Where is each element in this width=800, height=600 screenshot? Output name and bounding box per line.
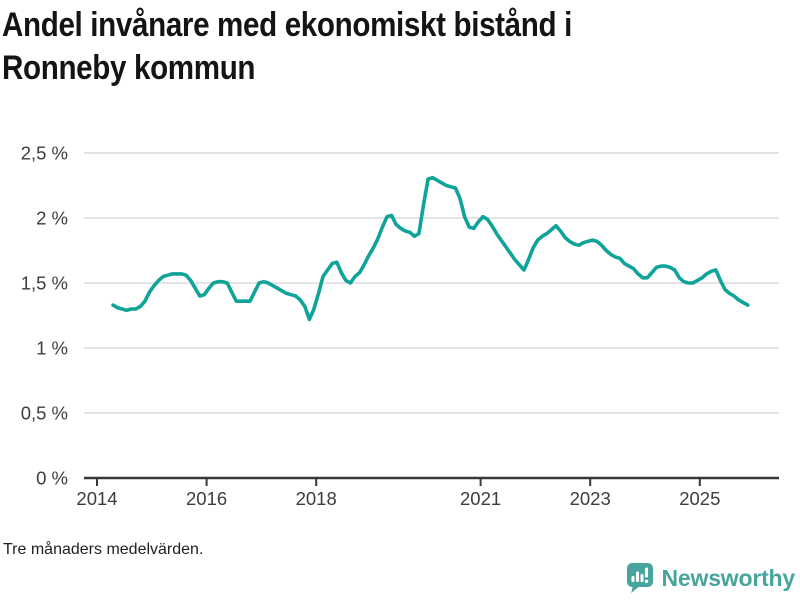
x-tick-label: 2025: [679, 488, 720, 509]
y-tick-label: 1 %: [36, 338, 68, 359]
x-tick-label: 2023: [570, 488, 611, 509]
x-tick-label: 2021: [460, 488, 501, 509]
x-tick-label: 2018: [296, 488, 337, 509]
y-tick-label: 1,5 %: [21, 273, 68, 294]
x-tick-label: 2014: [76, 488, 117, 509]
y-tick-label: 2,5 %: [21, 143, 68, 164]
footnote: Tre månaders medelvärden.: [3, 541, 204, 558]
newsworthy-bubble-barchart-icon: [626, 563, 653, 593]
chart-title-line2: Ronneby kommun: [2, 48, 256, 87]
bar-small: [631, 576, 635, 582]
y-tick-label: 0 %: [36, 468, 68, 489]
exclamation-dot: [644, 579, 648, 583]
y-tick-label: 0,5 %: [21, 403, 68, 424]
brand-wordmark: Newsworthy: [661, 564, 796, 591]
exclamation-bar: [644, 567, 648, 578]
data-line: [111, 175, 750, 322]
brand-logo: Newsworthy: [625, 562, 795, 594]
line-chart: 0 % 0,5 % 1 % 1,5 % 2 % 2,5 % 2014 2016 2018 2021…: [21, 143, 779, 509]
bar-medium: [640, 574, 644, 582]
y-tick-label: 2 %: [36, 208, 68, 229]
bar-tall: [635, 571, 639, 582]
chart-title-line1: Andel invånare med ekonomiskt bistånd i: [2, 6, 572, 44]
chart-title: Andel invånare med ekonomiskt bistånd i …: [2, 4, 572, 89]
x-tick-label: 2016: [186, 488, 227, 509]
